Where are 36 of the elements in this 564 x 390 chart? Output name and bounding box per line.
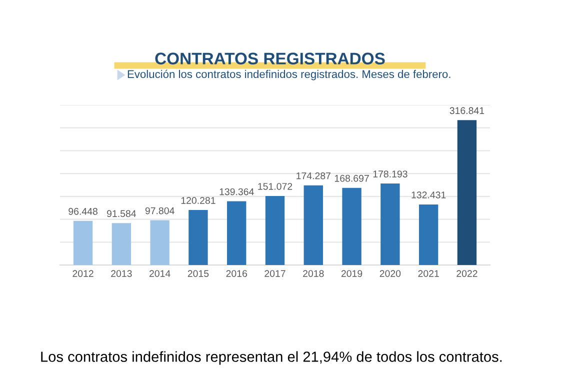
- chart-subtitle: Evolución los contratos indefinidos registrados. Meses de febrero.: [128, 70, 450, 80]
- data-label: 91.584: [107, 210, 136, 218]
- bar: [112, 223, 132, 265]
- x-tick-label: 2022: [456, 270, 478, 277]
- bar: [265, 196, 285, 265]
- data-label: 97.804: [145, 207, 174, 214]
- data-label: 139.364: [220, 188, 254, 196]
- x-tick-label: 2013: [111, 270, 132, 277]
- data-label: 168.697: [334, 174, 369, 182]
- data-label: 316.841: [450, 107, 484, 114]
- x-tick-label: 2021: [418, 270, 439, 277]
- bar: [304, 185, 323, 265]
- x-tick-label: 2018: [303, 270, 324, 277]
- x-tick-label: 2014: [150, 270, 170, 277]
- bar: [418, 204, 438, 265]
- x-tick-label: 2015: [188, 270, 209, 277]
- text: Los contratos indefinidos representan el 21,94% de todos los contratos.: [41, 351, 502, 365]
- data-label: 151.072: [258, 182, 292, 190]
- x-tick-label: 2020: [380, 270, 401, 277]
- bar: [150, 220, 170, 265]
- bar: [73, 220, 93, 265]
- data-label: 174.287: [296, 172, 330, 180]
- chart-title: CONTRATOS REGISTRADOS: [155, 52, 385, 64]
- data-label: 178.193: [373, 170, 408, 178]
- bar: [457, 120, 477, 265]
- x-tick-label: 2019: [341, 270, 362, 277]
- bar: [227, 201, 246, 265]
- data-label: 96.448: [68, 208, 98, 215]
- bar: [380, 184, 400, 265]
- bar: [188, 210, 208, 265]
- x-tick-label: 2017: [264, 270, 286, 277]
- data-label: 132.431: [412, 191, 446, 198]
- data-label: 120.281: [181, 197, 216, 204]
- x-tick-label: 2012: [72, 270, 94, 277]
- x-tick-label: 2016: [226, 270, 247, 277]
- bar: [342, 188, 362, 265]
